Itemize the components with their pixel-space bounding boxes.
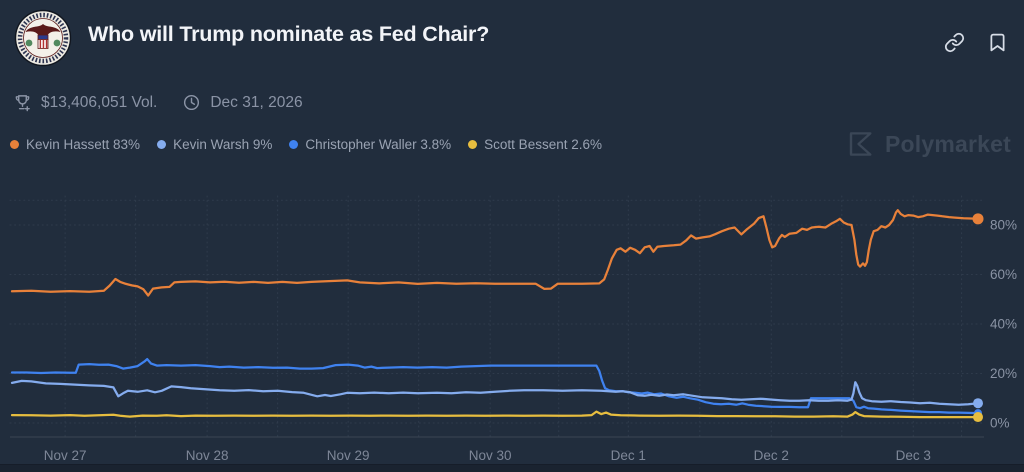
series-end-dot-scott-bessent xyxy=(973,412,983,423)
probability-chart[interactable]: Nov 27 Nov 28 Nov 29 Nov 30 Dec 1 Dec 2 Dec 3 0… xyxy=(0,170,1024,472)
y-tick-label: 0% xyxy=(990,416,1010,431)
y-tick-label: 20% xyxy=(990,366,1017,381)
y-tick-label: 60% xyxy=(990,267,1017,282)
legend-label: Christopher Waller 3.8% xyxy=(305,137,452,152)
end-date-text: Dec 31, 2026 xyxy=(210,93,303,111)
chart-grid xyxy=(9,195,985,438)
x-tick-label: Dec 1 xyxy=(611,448,646,463)
series-end-dot-kevin-hassett xyxy=(972,213,984,225)
x-tick-label: Nov 28 xyxy=(186,448,229,463)
trophy-icon xyxy=(13,93,32,112)
series-end-dot-kevin-warsh xyxy=(973,398,983,409)
x-tick-label: Nov 29 xyxy=(327,448,370,463)
series-line-kevin-hassett xyxy=(10,209,980,297)
legend-label: Scott Bessent 2.6% xyxy=(484,137,602,152)
chart-series xyxy=(10,209,980,419)
legend-dot xyxy=(10,140,19,149)
polymarket-watermark-text: Polymarket xyxy=(884,130,1011,157)
legend-label: Kevin Hassett 83% xyxy=(26,137,141,152)
series-line-christopher-waller xyxy=(10,357,980,415)
chart-svg: Nov 27 Nov 28 Nov 29 Nov 30 Dec 1 Dec 2 Dec 3 0… xyxy=(9,195,1017,463)
x-tick-label: Dec 2 xyxy=(754,448,789,463)
fed-seal-icon xyxy=(14,9,72,67)
series-line-scott-bessent xyxy=(10,410,980,419)
chart-legend: Kevin Hassett 83% Kevin Warsh 9% Christoph… xyxy=(10,137,602,152)
x-tick-label: Dec 3 xyxy=(896,448,931,463)
fed-seal-logo xyxy=(14,9,72,67)
copy-link-icon[interactable] xyxy=(944,32,965,53)
legend-label: Kevin Warsh 9% xyxy=(173,137,273,152)
legend-item-0[interactable]: Kevin Hassett 83% xyxy=(10,137,140,152)
volume-text: $13,406,051 Vol. xyxy=(41,93,158,111)
legend-item-1[interactable]: Kevin Warsh 9% xyxy=(157,137,272,152)
y-axis-labels: 0% 20% 40% 60% 80% xyxy=(990,218,1017,431)
bottom-divider xyxy=(0,464,1024,472)
legend-dot xyxy=(468,140,478,149)
polymarket-logo-icon xyxy=(849,132,872,156)
x-axis-labels: Nov 27 Nov 28 Nov 29 Nov 30 Dec 1 Dec 2 Dec 3 xyxy=(44,448,931,463)
series-line-kevin-warsh xyxy=(10,379,980,406)
y-tick-label: 40% xyxy=(990,317,1017,332)
legend-dot xyxy=(289,140,299,149)
polymarket-watermark: Polymarket xyxy=(846,129,1011,159)
x-tick-label: Nov 27 xyxy=(44,448,87,463)
clock-icon xyxy=(182,93,201,112)
header-actions xyxy=(944,32,1008,53)
y-tick-label: 80% xyxy=(990,218,1017,233)
legend-item-3[interactable]: Scott Bessent 2.6% xyxy=(468,137,602,152)
legend-item-2[interactable]: Christopher Waller 3.8% xyxy=(289,137,451,152)
bookmark-icon[interactable] xyxy=(987,32,1008,53)
page-title: Who will Trump nominate as Fed Chair? xyxy=(88,22,490,46)
x-tick-label: Nov 30 xyxy=(469,448,512,463)
stats-row: $13,406,051 Vol. Dec 31, 2026 xyxy=(13,93,303,112)
legend-dot xyxy=(157,140,167,149)
